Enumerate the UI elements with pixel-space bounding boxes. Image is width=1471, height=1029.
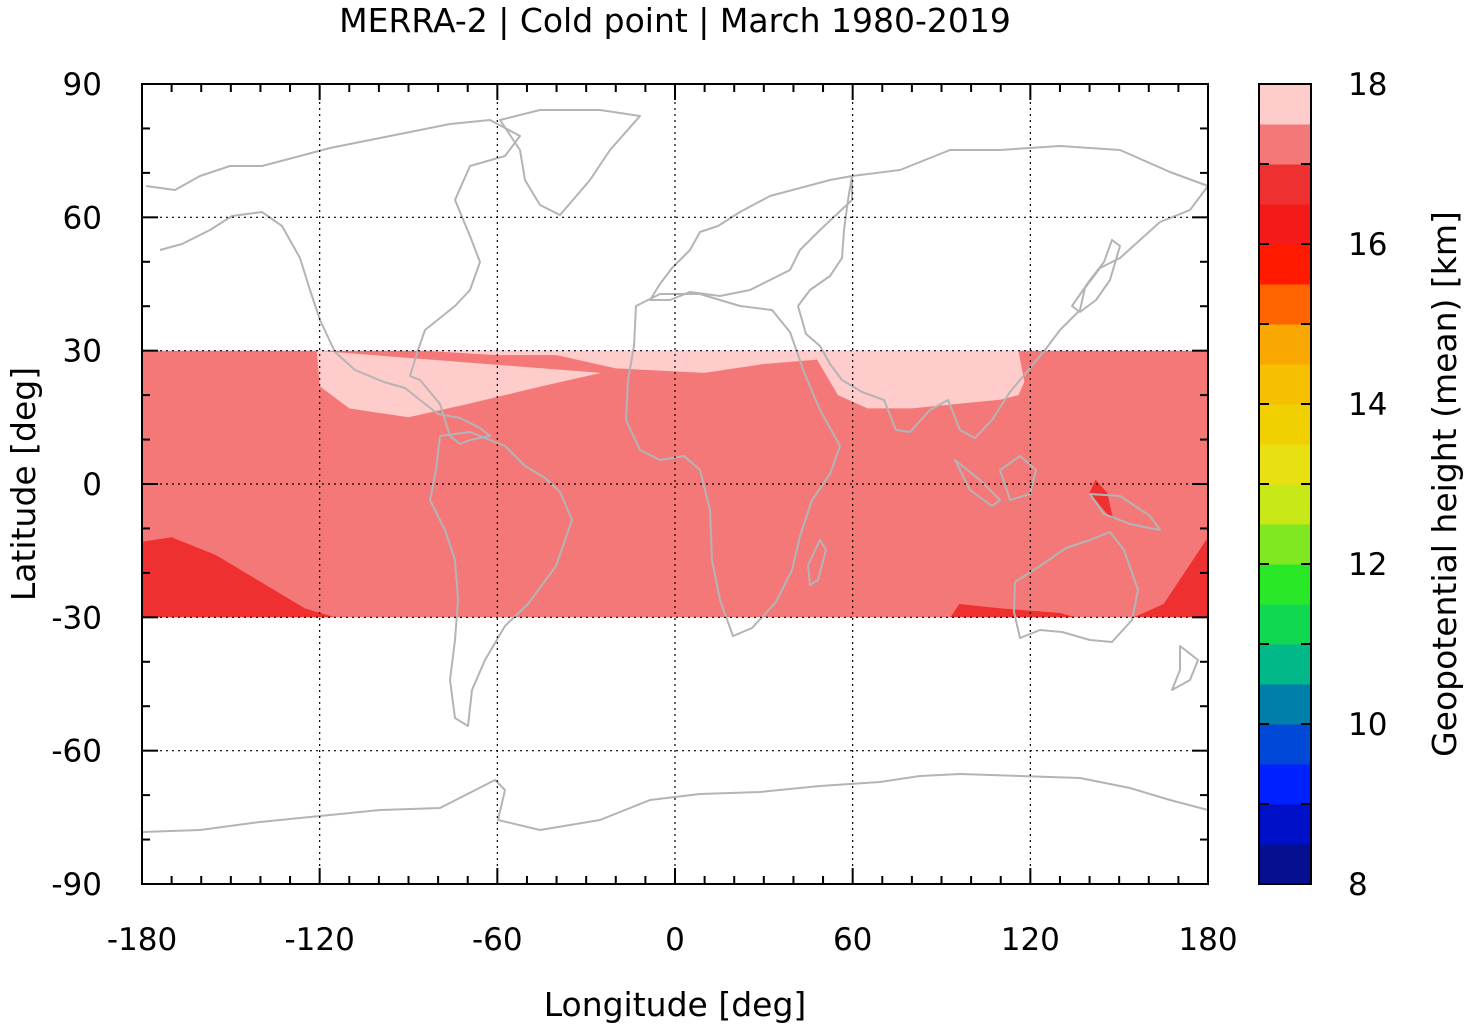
colorbar-segment xyxy=(1259,764,1311,805)
contour-region-4 xyxy=(1134,537,1208,618)
coastline-borneo xyxy=(999,455,1037,501)
colorbar-segment xyxy=(1259,564,1311,605)
coastline-greenland xyxy=(499,109,641,216)
x-tick-label: 180 xyxy=(1178,922,1237,958)
colorbar-tick-labels: 8 10 12 14 16 18 xyxy=(1348,67,1387,903)
y-tick-label: 0 xyxy=(82,467,102,503)
colorbar-segment xyxy=(1259,484,1311,525)
colorbar-segment xyxy=(1259,844,1311,885)
y-tick-label: -60 xyxy=(51,734,102,770)
colorbar-segment xyxy=(1259,364,1311,405)
contour-region-5 xyxy=(1089,479,1114,520)
colorbar-segment xyxy=(1259,284,1311,325)
colorbar-segment xyxy=(1259,324,1311,365)
colorbar-segment xyxy=(1259,444,1311,485)
grid-lines xyxy=(142,84,1208,884)
y-tick-label: 90 xyxy=(63,67,102,103)
colorbar-tick-label: 10 xyxy=(1348,707,1387,743)
y-tick-labels: -90 -60 -30 0 30 60 90 xyxy=(51,67,102,903)
contour-region-3 xyxy=(950,604,1075,618)
colorbar-segment xyxy=(1259,164,1311,205)
colorbar-segment xyxy=(1259,124,1311,165)
contour-region-1 xyxy=(316,350,1025,418)
coastline-asia xyxy=(797,145,1208,439)
colorbar-segment xyxy=(1259,404,1311,445)
data-layer xyxy=(142,350,1208,618)
coastline-africa xyxy=(625,293,841,637)
contour-region-2 xyxy=(142,537,335,618)
colorbar xyxy=(1258,83,1312,885)
colorbar-tick-label: 18 xyxy=(1348,67,1387,103)
x-axis-label: Longitude [deg] xyxy=(544,985,807,1024)
colorbar-segment xyxy=(1259,244,1311,285)
colorbar-segment xyxy=(1259,724,1311,765)
coastline-north-america xyxy=(145,119,521,445)
contour-region-0 xyxy=(142,350,1208,618)
coastline-new-zealand xyxy=(1171,645,1199,691)
coastline-south-america xyxy=(429,431,573,727)
x-tick-label: -120 xyxy=(284,922,354,958)
chart-title: MERRA-2 | Cold point | March 1980-2019 xyxy=(339,1,1011,40)
colorbar-label: Geopotential height (mean) [km] xyxy=(1425,211,1464,757)
y-tick-label: 30 xyxy=(63,334,102,370)
x-tick-labels: -180 -120 -60 0 60 120 180 xyxy=(107,922,1238,958)
coastline-antarctica xyxy=(142,773,1208,833)
colorbar-segment xyxy=(1259,684,1311,725)
colorbar-tick-label: 16 xyxy=(1348,227,1387,263)
x-tick-label: 120 xyxy=(1001,922,1060,958)
coastline-japan xyxy=(1071,239,1121,313)
colorbar-segment xyxy=(1259,644,1311,685)
colorbar-segment xyxy=(1259,84,1311,125)
coastline-new-guinea xyxy=(1089,493,1161,531)
plot-area xyxy=(141,83,1209,885)
colorbar-segment xyxy=(1259,604,1311,645)
y-axis-label: Latitude [deg] xyxy=(4,367,43,601)
x-tick-label: 60 xyxy=(833,922,872,958)
colorbar-segment xyxy=(1259,804,1311,845)
x-tick-label: 0 xyxy=(665,922,685,958)
colorbar-tick-label: 14 xyxy=(1348,387,1387,423)
axis-ticks xyxy=(141,83,1209,885)
x-tick-label: -60 xyxy=(472,922,523,958)
coastline-sumatra xyxy=(954,459,1001,507)
x-tick-label: -180 xyxy=(107,922,177,958)
y-tick-label: -30 xyxy=(51,600,102,636)
coastline-madagascar xyxy=(807,539,827,586)
y-tick-label: -90 xyxy=(51,867,102,903)
colorbar-tick-label: 12 xyxy=(1348,547,1387,583)
colorbar-segment xyxy=(1259,524,1311,565)
coastline-australia xyxy=(1013,531,1139,643)
y-tick-label: 60 xyxy=(63,200,102,236)
colorbar-segment xyxy=(1259,204,1311,245)
coastlines xyxy=(142,109,1208,833)
colorbar-tick-label: 8 xyxy=(1348,867,1368,903)
